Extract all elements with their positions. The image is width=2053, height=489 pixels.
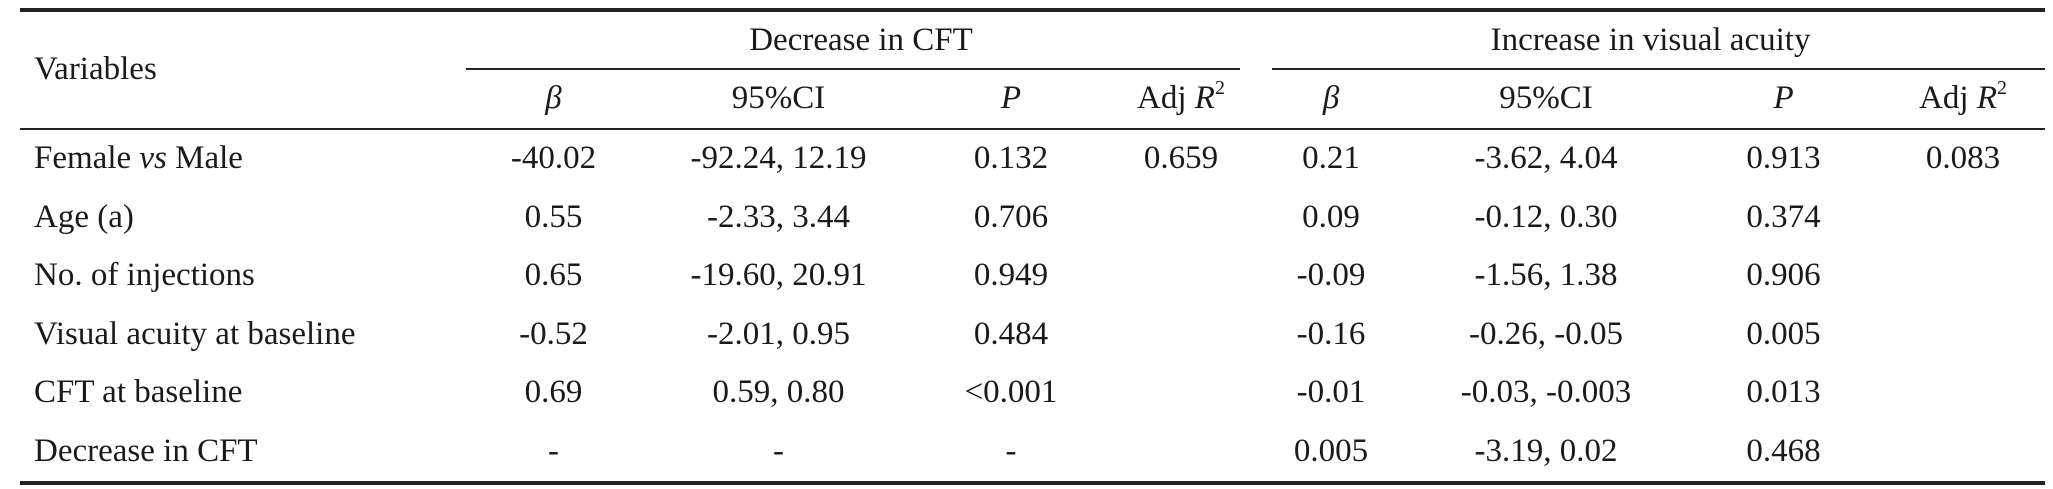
cft-p-cell: -: [916, 422, 1106, 485]
va-adj-cell: [1881, 364, 2045, 423]
va-beta-cell: -0.01: [1296, 374, 1366, 411]
header-row-stats: β 95%CI P Adj R2 β 95%CI P Adj R2: [20, 70, 2046, 130]
cft-p-cell: <0.001: [964, 374, 1058, 411]
group-header-decrease-cft: Decrease in CFT: [466, 8, 1257, 72]
square-label: 2: [1214, 77, 1225, 100]
table-row: No. of injections 0.65 -19.60, 20.91 0.9…: [20, 247, 2045, 306]
va-p-cell: 0.468: [1686, 422, 1882, 485]
cft-ci-cell: 0.59, 0.80: [712, 374, 845, 411]
r-label: R: [1194, 80, 1215, 117]
variable-cell: CFT at baseline: [34, 374, 243, 411]
table-row: Visual acuity at baseline -0.52 -2.01, 0…: [20, 306, 2045, 365]
variables-header: Variables: [20, 8, 466, 130]
adj-label: Adj: [1919, 80, 1977, 117]
cft-adj-cell: 0.659: [1143, 140, 1219, 177]
va-p-cell: 0.013: [1746, 374, 1821, 411]
cft-beta-cell: 0.65: [524, 257, 583, 294]
table-row: Decrease in CFT - - - 0.005 -3.19, 0.02 …: [20, 422, 2046, 485]
cft-beta-cell: 0.55: [524, 198, 583, 235]
r-label: R: [1976, 80, 1998, 117]
col-cft-adj-r2: Adj R2: [1106, 70, 1257, 130]
variable-italic-text: vs: [139, 140, 167, 177]
va-beta-cell: 0.005: [1256, 422, 1407, 485]
cft-adj-cell: [1106, 422, 1257, 485]
cft-beta-cell: -0.52: [519, 315, 588, 352]
adj-label: Adj: [1137, 80, 1195, 117]
va-p-cell: 0.913: [1746, 140, 1821, 177]
col-va-ci: 95%CI: [1406, 70, 1687, 130]
variable-cell: Female vs Male: [20, 129, 466, 189]
va-adj-cell: [1881, 189, 2045, 248]
header-row-groups: Variables Decrease in CFT Increase in vi…: [20, 8, 2046, 130]
table-row: CFT at baseline 0.69 0.59, 0.80 <0.001 -…: [20, 364, 2045, 423]
cft-ci-cell: -2.33, 3.44: [707, 198, 850, 235]
cft-p-cell: 0.484: [973, 315, 1049, 352]
col-cft-p: P: [916, 70, 1106, 130]
va-ci-cell: -3.19, 0.02: [1406, 422, 1687, 485]
cft-adj-cell: [1106, 364, 1256, 423]
cft-beta-cell: -40.02: [510, 140, 597, 177]
va-ci-cell: -1.56, 1.38: [1474, 257, 1618, 294]
table-header: Variables Decrease in CFT Increase in vi…: [20, 8, 2046, 130]
variable-text: Female: [34, 140, 140, 177]
cft-p-cell: 0.949: [973, 257, 1049, 294]
variable-cell: Decrease in CFT: [20, 422, 466, 485]
va-beta-cell: 0.21: [1302, 140, 1360, 177]
group-header-increase-visual-acuity: Increase in visual acuity: [1256, 8, 2046, 72]
va-p-cell: 0.005: [1746, 315, 1821, 352]
va-adj-cell: [1881, 247, 2045, 306]
cft-adj-cell: [1106, 247, 1256, 306]
cft-adj-cell: [1106, 306, 1256, 365]
va-ci-cell: -0.12, 0.30: [1474, 198, 1618, 235]
va-adj-cell: [1881, 422, 2046, 485]
va-ci-cell: -0.03, -0.003: [1460, 374, 1632, 411]
col-cft-beta: β: [466, 70, 641, 130]
table-body: Female vs Male -40.02 -92.24, 12.19 0.13…: [20, 129, 2046, 485]
cft-beta-cell: 0.69: [524, 374, 583, 411]
table-row: Age (a) 0.55 -2.33, 3.44 0.706 0.09 -0.1…: [20, 189, 2045, 248]
col-va-beta: β: [1256, 70, 1407, 130]
cft-p-cell: 0.706: [973, 198, 1049, 235]
va-adj-cell: 0.083: [1925, 140, 2001, 177]
cft-ci-cell: -19.60, 20.91: [690, 257, 867, 294]
va-beta-cell: -0.09: [1296, 257, 1366, 294]
va-ci-cell: -0.26, -0.05: [1469, 315, 1624, 352]
cft-beta-cell: -: [466, 422, 641, 485]
variable-cell: No. of injections: [34, 257, 255, 294]
cft-ci-cell: -2.01, 0.95: [707, 315, 850, 352]
cft-p-cell: 0.132: [973, 140, 1049, 177]
variable-text-end: Male: [166, 140, 243, 177]
variable-cell: Visual acuity at baseline: [34, 315, 356, 352]
variable-cell: Age (a): [34, 198, 134, 235]
col-va-adj-r2: Adj R2: [1881, 70, 2046, 130]
square-label: 2: [1997, 77, 2008, 100]
va-p-cell: 0.906: [1746, 257, 1821, 294]
va-p-cell: 0.374: [1746, 198, 1821, 235]
table-row: Female vs Male -40.02 -92.24, 12.19 0.13…: [20, 129, 2045, 189]
cft-ci-cell: -92.24, 12.19: [690, 140, 867, 177]
va-beta-cell: 0.09: [1302, 198, 1360, 235]
regression-table: Variables Decrease in CFT Increase in vi…: [20, 8, 2046, 485]
cft-ci-cell: -: [641, 422, 916, 485]
col-cft-ci: 95%CI: [641, 70, 916, 130]
cft-adj-cell: [1106, 189, 1256, 248]
va-adj-cell: [1881, 306, 2045, 365]
va-beta-cell: -0.16: [1296, 315, 1366, 352]
col-va-p: P: [1686, 70, 1882, 130]
va-ci-cell: -3.62, 4.04: [1474, 140, 1618, 177]
